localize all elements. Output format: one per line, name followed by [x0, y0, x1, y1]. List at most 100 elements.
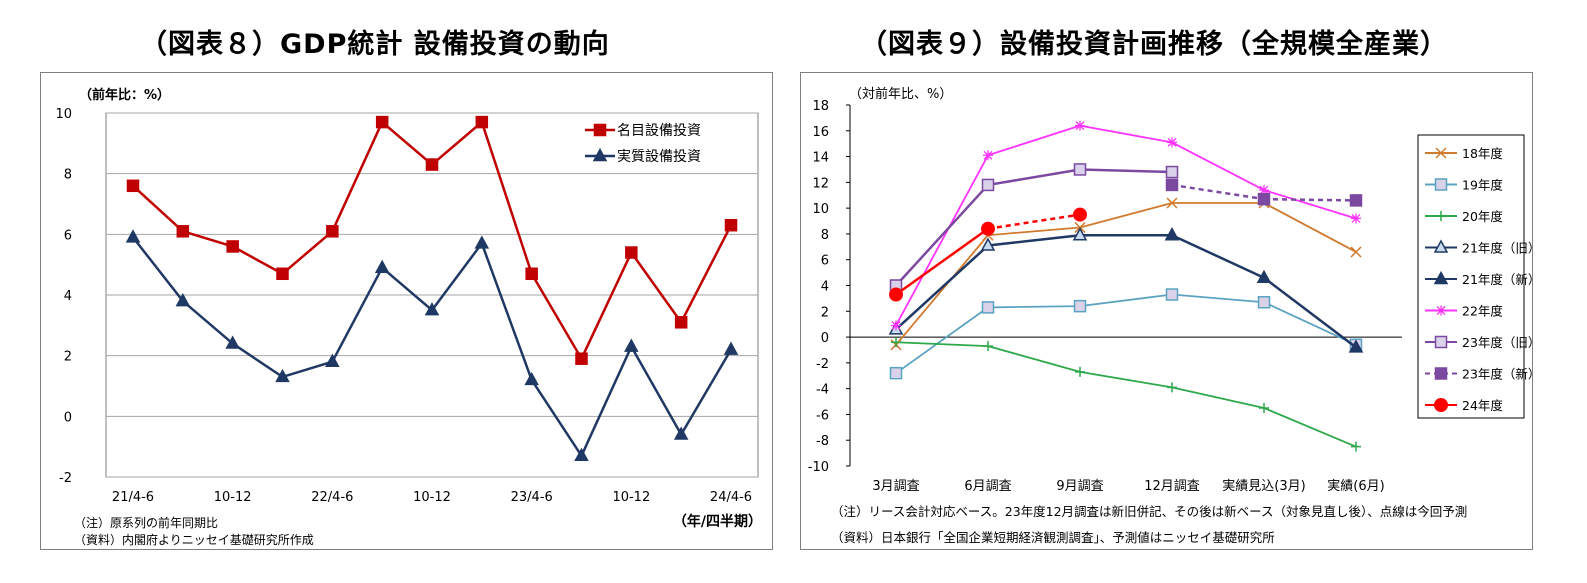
series-segment [1079, 370, 1173, 389]
x-tick-label: 9月調査 [1056, 479, 1103, 494]
series-segment [1263, 407, 1357, 448]
data-point [1164, 227, 1180, 241]
x-tick-label: 実績(6月) [1327, 478, 1384, 494]
legend-marker [592, 147, 608, 162]
legend-marker [1434, 335, 1448, 349]
note: （資料）日本銀行「全国企業短期経済観測調査」、予測値はニッセイ基礎研究所 [831, 530, 1275, 545]
x-tick-label: 6月調査 [964, 479, 1011, 494]
y-tick-label: 16 [812, 125, 829, 140]
series-segment [895, 184, 989, 287]
series-segment [987, 213, 1081, 231]
data-point [983, 341, 993, 352]
data-point [1073, 207, 1087, 222]
right-chart-title: （図表９）設備投資計画推移（全規模全産業） [860, 29, 1448, 60]
series-segment [1263, 197, 1357, 202]
data-point [1072, 227, 1088, 241]
data-point [525, 267, 538, 281]
y-tick-label: 4 [821, 280, 829, 295]
data-point [275, 368, 290, 383]
x-tick-label: 3月調査 [872, 479, 919, 494]
x-tick-label: 21/4-6 [112, 490, 154, 505]
legend-marker [1436, 305, 1446, 316]
legend-label: 18年度 [1462, 146, 1503, 161]
data-point [723, 341, 739, 355]
series-segment [895, 154, 989, 326]
data-point [325, 353, 340, 367]
data-point [1073, 299, 1087, 313]
note: （注）リース会計対応ベース。23年度12月調査は新旧併記、その後は新ベース（対象… [831, 504, 1467, 519]
gdp-capex-chart: -2 0 2 4 6 8 10 （前年比：%） 21/4-6 10-12 22/4-6 10-12 23… [55, 87, 762, 547]
data-point [226, 240, 239, 253]
series-segment [1263, 189, 1357, 220]
y-tick-label: -6 [816, 408, 829, 423]
series-segment [895, 244, 989, 331]
series-segment [895, 234, 989, 346]
data-point [475, 115, 489, 129]
legend-label: 名目設備投資 [617, 123, 701, 139]
legend-label: 22年度 [1462, 304, 1503, 319]
data-point [125, 229, 141, 243]
y-tick-label: 0 [64, 410, 72, 425]
data-point [1351, 213, 1361, 224]
series-segment [1079, 202, 1173, 229]
series-segment [1171, 234, 1265, 279]
data-point [1167, 137, 1177, 148]
x-tick-label: 実績見込(3月) [1222, 478, 1305, 494]
x-tick-label: 10-12 [214, 490, 252, 505]
x-tick-label: 10-12 [413, 490, 451, 505]
x-axis-label: （年/四半期） [673, 513, 762, 530]
data-point [983, 150, 993, 161]
series-segment [987, 124, 1081, 157]
data-point [1257, 192, 1271, 206]
x-tick-label: 23/4-6 [511, 490, 553, 505]
series-segment [1171, 293, 1265, 304]
series-segment [1079, 293, 1173, 308]
data-point [474, 235, 490, 249]
x-tick-label: 12月調査 [1144, 479, 1200, 494]
legend-marker [1433, 270, 1449, 285]
y-tick-label: 0 [821, 331, 829, 346]
series-segment [1171, 141, 1265, 191]
series-segment [987, 233, 1081, 247]
note: （注）原系列の前年同期比 [74, 515, 218, 530]
legend-label: 24年度 [1462, 398, 1503, 413]
y-tick-label: 4 [64, 289, 72, 304]
data-point [176, 225, 190, 238]
y-tick-label: 6 [821, 254, 829, 269]
legend-label: 21年度（新） [1462, 272, 1540, 287]
data-point [889, 287, 903, 302]
data-point [1075, 366, 1085, 377]
legend-marker [1434, 398, 1448, 412]
data-point [225, 335, 240, 349]
capex-plan-chart-panel: -10 -8 -6 -4 -2 0 2 4 6 8 10 12 14 16 18 （対前年比、%） 3月調査 6月… [800, 72, 1541, 550]
x-tick-label: 10-12 [612, 490, 650, 505]
data-point [1075, 120, 1085, 131]
x-tick-label: 22/4-6 [311, 490, 353, 505]
y-tick-label: 10 [55, 107, 72, 122]
data-point [1165, 178, 1179, 192]
data-point [1165, 288, 1179, 301]
data-point [980, 237, 996, 251]
data-point [1257, 296, 1271, 309]
y-axis-label: （前年比：%） [79, 87, 170, 103]
y-tick-label: 12 [812, 176, 829, 191]
left-chart-title: （図表８）GDP統計 設備投資の動向 [140, 29, 610, 60]
y-tick-label: -2 [816, 357, 829, 372]
data-point [175, 293, 191, 307]
y-tick-label: -4 [816, 383, 829, 398]
data-point [1165, 165, 1179, 179]
series-segment [895, 227, 989, 296]
data-point [1348, 339, 1364, 353]
capex-plan-chart: -10 -8 -6 -4 -2 0 2 4 6 8 10 12 14 16 18 （対前年比、%） 3月調査 6月… [808, 86, 1541, 545]
series-segment [987, 168, 1081, 187]
data-point [1256, 269, 1272, 284]
data-point [1350, 246, 1362, 258]
data-point [1349, 194, 1363, 207]
legend-marker [1434, 178, 1448, 191]
note: （資料）内閣府よりニッセイ基礎研究所作成 [74, 532, 314, 547]
series-segment [1263, 202, 1357, 253]
legend-marker [1435, 147, 1447, 159]
data-point [326, 225, 339, 238]
data-point [1166, 197, 1178, 209]
series-segment [1079, 124, 1173, 144]
